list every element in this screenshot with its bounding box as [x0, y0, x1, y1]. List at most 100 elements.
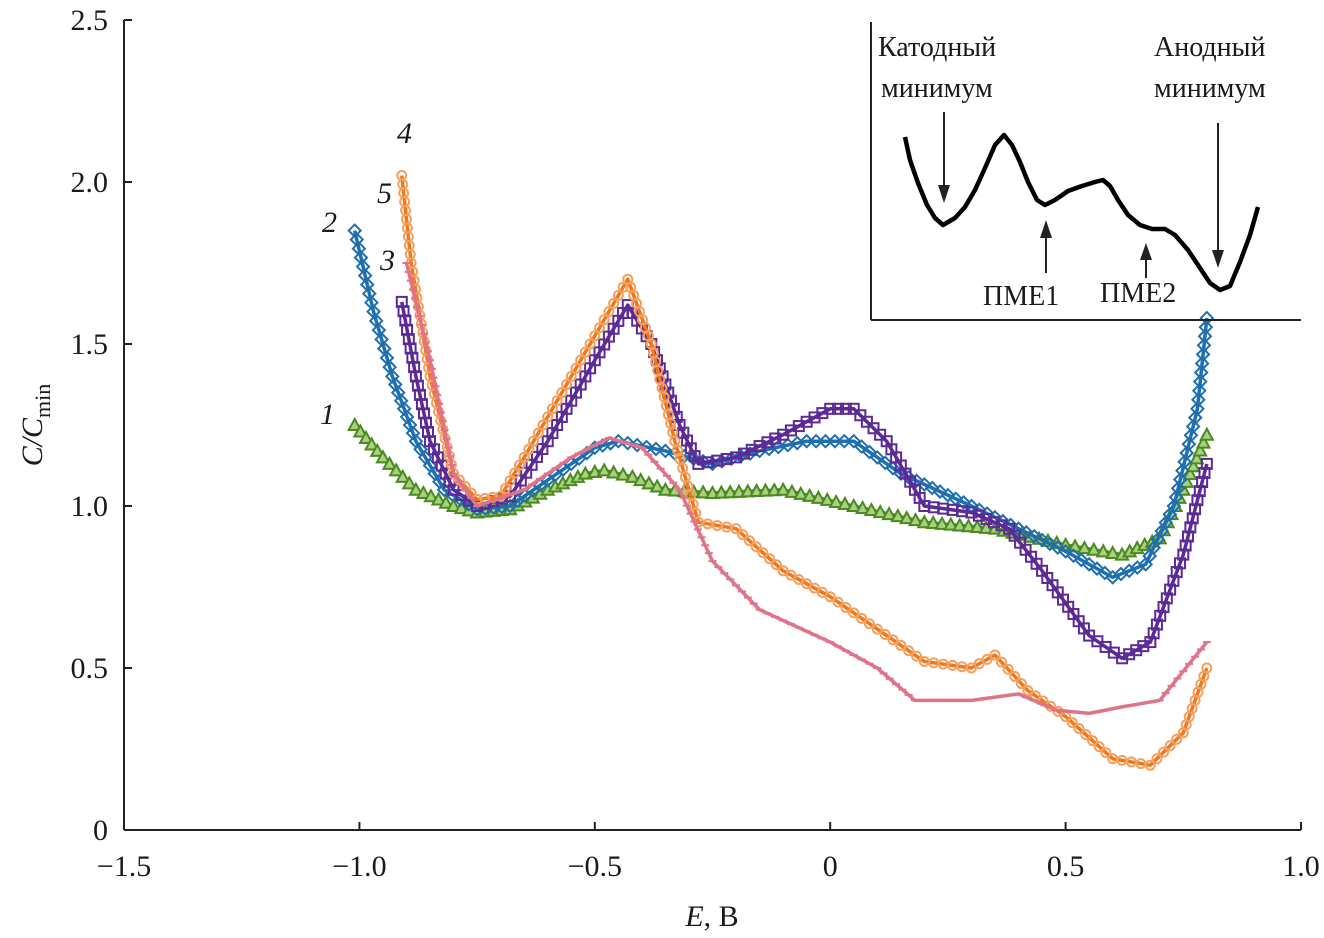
- data-point: [603, 306, 615, 318]
- x-tick-label: 0.5: [1047, 850, 1085, 883]
- data-point: [745, 443, 758, 456]
- data-point: [1144, 759, 1156, 771]
- data-point: [847, 402, 860, 415]
- data-point: [1018, 525, 1034, 540]
- data-point: [965, 506, 978, 519]
- data-point: [1150, 618, 1163, 631]
- curve-label-1: 1: [320, 398, 335, 431]
- data-point: [846, 433, 862, 449]
- data-point: [932, 484, 948, 500]
- data-point: [532, 427, 544, 439]
- data-point: [629, 437, 645, 453]
- data-point: [995, 519, 1008, 532]
- y-tick-label: 1.5: [71, 328, 109, 361]
- data-point: [916, 514, 933, 529]
- data-point: [1195, 434, 1212, 449]
- x-tick-label: −1.5: [97, 850, 151, 883]
- x-axis-label-unit: , В: [704, 900, 739, 933]
- data-point: [960, 518, 977, 533]
- data-point: [1185, 419, 1201, 434]
- data-point: [743, 535, 755, 547]
- x-tick-label: −1.0: [332, 850, 386, 883]
- data-point: [730, 523, 742, 535]
- data-point: [1182, 465, 1198, 481]
- data-point: [1196, 337, 1212, 353]
- data-point: [504, 475, 516, 487]
- data-point: [1189, 450, 1205, 465]
- data-point: [1066, 717, 1078, 729]
- data-point: [1168, 489, 1184, 505]
- data-point: [579, 346, 591, 358]
- y-axis-label-sub: min: [30, 384, 55, 418]
- data-point: [401, 475, 417, 490]
- data-point: [863, 618, 875, 630]
- data-point: [695, 484, 711, 499]
- data-point: [801, 487, 818, 502]
- data-point: [499, 483, 511, 495]
- data-point: [556, 387, 568, 399]
- data-point: [1190, 401, 1205, 417]
- data-point: [925, 514, 941, 530]
- data-point: [818, 433, 833, 449]
- data-point: [1192, 374, 1208, 389]
- data-point: [1158, 746, 1170, 758]
- curve-label-4: 4: [397, 117, 412, 150]
- data-point: [395, 468, 411, 483]
- data-point: [924, 480, 940, 496]
- data-point: [431, 451, 444, 464]
- inset: Катодный минимум Анодный минимум ПМЕ1 ПМ…: [870, 22, 1301, 321]
- series-5: [402, 262, 1211, 716]
- data-point: [570, 362, 582, 374]
- data-point: [730, 451, 743, 464]
- series-line-2: [352, 230, 1209, 580]
- y-tick-label: 2.0: [71, 166, 109, 199]
- data-point: [832, 402, 845, 415]
- data-point: [352, 423, 369, 438]
- data-point: [1015, 678, 1027, 690]
- data-point: [854, 439, 870, 455]
- data-point: [840, 602, 852, 614]
- data-point: [1193, 365, 1209, 380]
- data-point: [819, 491, 835, 506]
- data-point: [846, 497, 862, 512]
- data-point: [509, 467, 521, 479]
- data-point: [951, 517, 968, 532]
- data-point: [890, 508, 906, 523]
- data-point: [1104, 544, 1121, 559]
- data-point: [1002, 663, 1014, 675]
- data-point: [427, 443, 440, 456]
- data-point: [584, 338, 596, 350]
- data-point: [1097, 565, 1113, 581]
- data-point: [1194, 356, 1210, 371]
- data-point: [1160, 592, 1173, 605]
- data-point: [996, 656, 1008, 668]
- data-point: [1197, 328, 1213, 344]
- data-point: [737, 447, 750, 460]
- data-point: [358, 429, 374, 444]
- data-point: [969, 518, 986, 534]
- x-axis-label-var: E: [684, 900, 703, 933]
- series-line-5: [404, 262, 1209, 716]
- data-point: [453, 500, 470, 515]
- inset-label-cathodic-2: минимум: [881, 73, 993, 104]
- data-point: [1199, 426, 1215, 441]
- data-point: [1172, 472, 1188, 487]
- data-point: [1034, 532, 1050, 548]
- y-ticks: 0 0.5 1.0 1.5 2.0 2.5: [71, 4, 132, 847]
- data-point: [681, 434, 694, 447]
- data-point: [1093, 741, 1105, 753]
- axes: [123, 20, 1301, 831]
- data-point: [415, 484, 432, 500]
- data-point: [1185, 458, 1202, 473]
- data-point: [837, 495, 853, 510]
- x-tick-label: 1.0: [1282, 850, 1320, 883]
- data-point: [528, 435, 540, 447]
- y-axis-label: C/Cmin: [16, 384, 55, 467]
- data-point: [537, 419, 549, 431]
- data-point: [839, 402, 852, 415]
- data-point: [605, 464, 622, 479]
- data-point: [895, 639, 907, 651]
- data-point: [793, 485, 809, 500]
- data-point: [1200, 457, 1213, 470]
- data-point: [423, 488, 439, 503]
